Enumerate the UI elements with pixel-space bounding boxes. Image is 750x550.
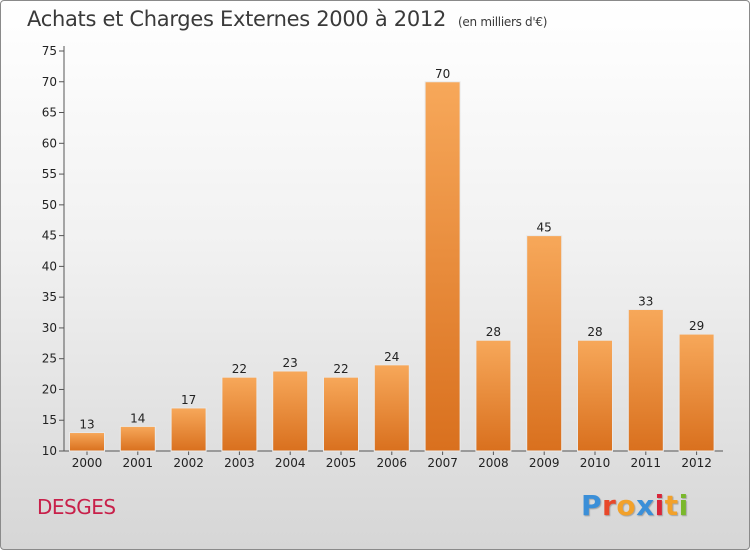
y-tick-label: 25 [42,352,57,366]
y-tick-label: 60 [42,136,57,150]
chart-title: Achats et Charges Externes 2000 à 2012 (e… [27,7,547,31]
bar [678,333,715,452]
logo-letter: P [581,489,603,522]
y-tick-label: 45 [42,229,57,243]
value-label: 33 [638,294,653,308]
logo-letter: o [616,489,637,522]
y-tick-label: 70 [42,75,57,89]
x-tick-label: 2011 [631,456,662,470]
bar [373,364,410,452]
x-tick-label: 2007 [427,456,458,470]
bar [424,81,461,452]
logo-letter: i [654,489,665,522]
x-tick-label: 2010 [580,456,611,470]
bar [526,235,563,452]
logo-letter: t [664,489,679,522]
x-tick-label: 2012 [681,456,712,470]
bar [119,425,156,452]
axes: 10 15 20 25 30 35 40 45 50 55 60 65 70 75 2000 2001 2002… [42,44,723,470]
y-tick-label: 65 [42,106,57,120]
x-tick-label: 2003 [224,456,255,470]
data-labels: 13 14 17 22 23 22 24 70 28 45 28 33 29 [79,67,704,432]
logo-letter: x [636,489,655,522]
chart-subtitle: (en milliers d'€) [458,15,548,29]
value-label: 22 [232,362,247,376]
value-label: 22 [333,362,348,376]
value-label: 28 [486,325,501,339]
proxiti-logo[interactable]: Proxiti [581,489,689,522]
bar [323,376,359,452]
y-tick-label: 50 [42,198,57,212]
bar [577,339,613,452]
bar [627,308,664,452]
value-label: 13 [79,418,94,432]
x-tick-label: 2002 [173,456,204,470]
x-tick-label: 2001 [123,456,154,470]
x-tick-label: 2008 [478,456,509,470]
logo-letter: r [602,489,617,522]
y-tick-label: 55 [42,167,57,181]
bar [221,376,258,452]
bar [475,339,512,452]
x-tick-label: 2006 [377,456,408,470]
title-text: Achats et Charges Externes 2000 à 2012 [27,7,447,31]
y-tick-label: 15 [42,413,57,427]
bars [69,81,715,452]
x-tick-label: 2005 [326,456,357,470]
y-tick-label: 35 [42,290,57,304]
bar [170,407,207,452]
value-label: 23 [283,356,298,370]
y-tick-label: 10 [42,444,57,458]
x-tick-label: 2000 [72,456,103,470]
value-label: 24 [384,350,399,364]
x-tick-label: 2004 [275,456,306,470]
y-tick-label: 30 [42,321,57,335]
value-label: 28 [587,325,602,339]
x-tick-label: 2009 [529,456,560,470]
value-label: 17 [181,393,196,407]
commune-name: DESGES [37,495,116,519]
value-label: 29 [689,319,704,333]
bar [272,370,309,452]
value-label: 14 [130,411,145,425]
value-label: 70 [435,67,450,81]
bar [69,432,105,452]
y-tick-label: 75 [42,44,57,58]
value-label: 45 [537,221,552,235]
y-tick-label: 20 [42,382,57,396]
y-tick-label: 40 [42,259,57,273]
logo-letter: i [678,489,689,522]
